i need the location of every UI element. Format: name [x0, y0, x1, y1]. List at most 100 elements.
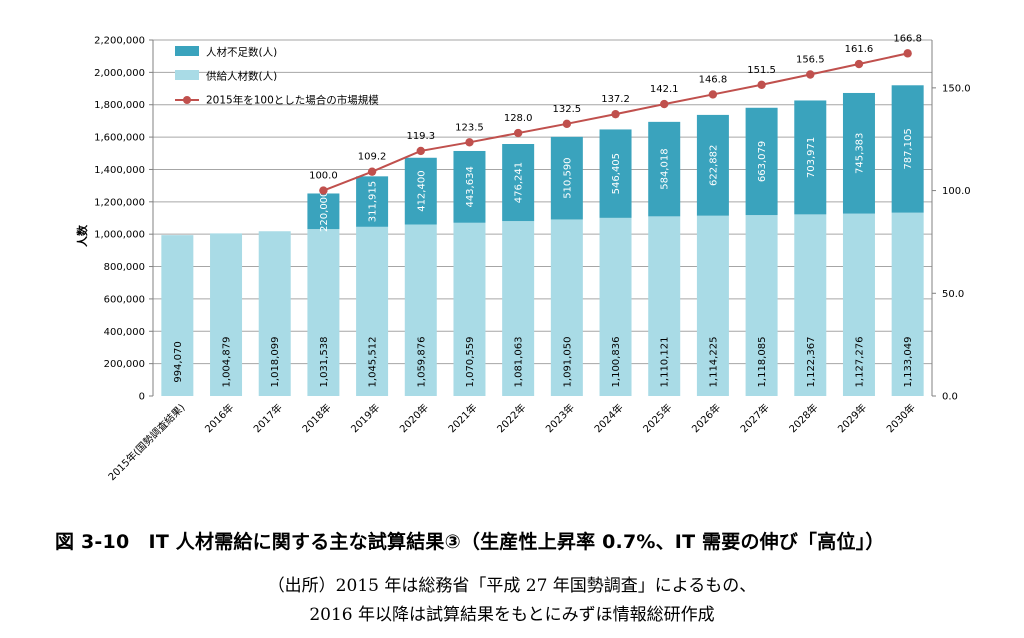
bar-shortage — [745, 107, 778, 216]
bar-label-supply: 1,004,879 — [222, 337, 233, 388]
x-tick-label: 2028年 — [786, 401, 820, 435]
bar-supply — [550, 219, 583, 396]
bar-label-shortage: 663,079 — [757, 141, 768, 182]
point-market — [903, 49, 912, 58]
x-tick-label: 2021年 — [445, 401, 479, 435]
bar-supply — [842, 213, 875, 396]
point-market — [854, 59, 864, 69]
point-market — [757, 80, 766, 89]
bar-label-shortage: 546,405 — [611, 153, 622, 194]
bar-supply — [891, 212, 924, 396]
bar-supply — [648, 216, 681, 396]
bar-supply — [356, 226, 389, 396]
y-tick-label: 0 — [139, 392, 145, 403]
bar-label-shortage: 622,882 — [708, 145, 719, 186]
y-tick-label: 1,600,000 — [94, 133, 145, 144]
x-tick-label: 2022年 — [494, 401, 528, 435]
y2-tick-label: 0.0 — [942, 392, 958, 403]
point-label-market: 119.3 — [406, 131, 435, 142]
bar-supply — [502, 221, 535, 396]
point-label-market: 123.5 — [455, 122, 484, 133]
bar-label-supply: 1,114,225 — [708, 337, 719, 388]
legend-label: 人材不足数(人) — [206, 46, 277, 59]
bar-label-supply: 1,100,836 — [611, 337, 622, 388]
point-label-market: 151.5 — [747, 65, 776, 76]
point-market — [319, 186, 328, 195]
bar-label-supply: 1,122,367 — [806, 337, 817, 388]
point-market — [806, 70, 815, 79]
bar-shortage — [648, 121, 681, 217]
bar-shortage — [356, 176, 389, 227]
bar-label-supply: 1,031,538 — [319, 337, 330, 388]
point-label-market: 137.2 — [601, 94, 630, 105]
legend-swatch-marker — [183, 96, 191, 104]
y-tick-label: 2,200,000 — [94, 36, 145, 47]
y-tick-label: 1,400,000 — [94, 165, 145, 176]
y-tick-label: 1,000,000 — [94, 230, 145, 241]
x-tick-label: 2020年 — [397, 401, 431, 435]
legend-label: 2015年を100とした場合の市場規模 — [206, 94, 379, 107]
x-tick-label: 2019年 — [348, 401, 382, 435]
bar-supply — [599, 217, 632, 396]
bar-shortage — [696, 114, 729, 216]
y-tick-label: 400,000 — [104, 327, 145, 338]
bar-shortage — [550, 136, 583, 220]
x-tick-label: 2015年(国勢調査結果) — [105, 401, 187, 483]
point-label-market: 142.1 — [650, 84, 679, 95]
x-tick-label: 2030年 — [884, 401, 918, 435]
bar-shortage — [842, 92, 875, 214]
bar-label-shortage: 443,634 — [465, 166, 476, 207]
bar-label-shortage: 787,105 — [903, 128, 914, 169]
y-tick-label: 800,000 — [104, 262, 145, 273]
point-label-market: 128.0 — [504, 113, 533, 124]
bar-label-shortage: 412,400 — [416, 170, 427, 211]
legend-swatch — [175, 46, 199, 56]
bar-shortage — [453, 150, 486, 223]
bar-supply — [161, 235, 194, 396]
bar-supply — [307, 229, 340, 396]
y-tick-label: 1,800,000 — [94, 100, 145, 111]
bar-supply — [794, 214, 827, 396]
figure-caption: 図 3-10 IT 人材需給に関する主な試算結果③（生産性上昇率 0.7%、IT… — [55, 531, 885, 553]
bar-label-supply: 994,070 — [173, 341, 184, 382]
bar-label-shortage: 745,383 — [854, 133, 865, 174]
x-tick-label: 2017年 — [251, 401, 285, 435]
y-tick-label: 2,000,000 — [94, 68, 145, 79]
source-note-line1: （出所）2015 年は総務省「平成 27 年国勢調査」によるもの、 — [267, 576, 757, 596]
y-axis-label: 人数 — [75, 224, 89, 247]
bar-label-supply: 1,110,121 — [660, 337, 671, 388]
x-tick-label: 2018年 — [299, 401, 333, 435]
bar-label-supply: 1,070,559 — [465, 337, 476, 388]
chart: 0 200,000 400,000 600,000 800,000 1,000,000 1,… — [75, 33, 971, 483]
point-market — [513, 128, 523, 138]
bar-label-shortage: 510,590 — [562, 157, 573, 198]
y2-tick-label: 50.0 — [942, 289, 964, 300]
y-tick-label: 600,000 — [104, 294, 145, 305]
bar-label-shortage: 703,971 — [806, 137, 817, 178]
y-tick-label: 1,200,000 — [94, 197, 145, 208]
bar-label-supply: 1,059,876 — [416, 337, 427, 388]
bar-shortage — [891, 85, 924, 213]
point-label-market: 100.0 — [309, 171, 338, 182]
x-tick-label: 2026年 — [689, 401, 723, 435]
bar-label-supply: 1,133,049 — [903, 337, 914, 388]
point-label-market: 166.8 — [893, 33, 922, 44]
bar-label-shortage: 311,915 — [368, 181, 379, 222]
point-label-market: 109.2 — [358, 152, 387, 163]
source-note-line2: 2016 年以降は試算結果をもとにみずほ情報総研作成 — [309, 605, 715, 625]
bar-shortage — [599, 129, 632, 218]
bar-supply — [404, 224, 437, 396]
legend-swatch — [175, 70, 199, 80]
point-market — [611, 109, 620, 119]
bar-supply — [453, 222, 486, 396]
bar-shortage — [502, 143, 535, 222]
bar-shortage — [794, 100, 827, 215]
x-tick-label: 2027年 — [737, 401, 771, 435]
y2-tick-label: 150.0 — [942, 83, 971, 94]
x-tick-label: 2024年 — [591, 401, 625, 435]
point-label-market: 161.6 — [845, 44, 874, 55]
bar-supply — [745, 215, 778, 396]
bar-label-supply: 1,091,050 — [562, 337, 573, 388]
point-label-market: 156.5 — [796, 55, 825, 66]
point-market — [660, 99, 669, 109]
